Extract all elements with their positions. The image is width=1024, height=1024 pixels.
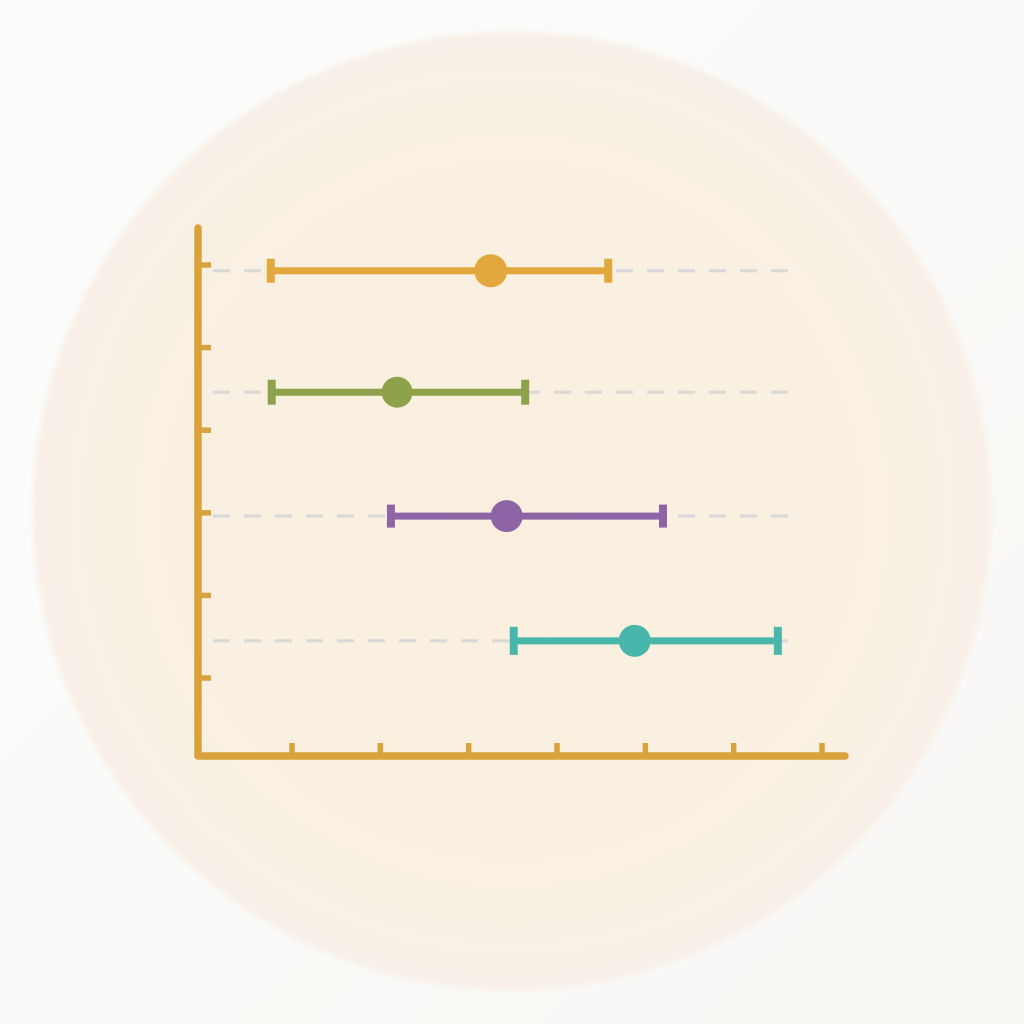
data-point-dot-row-3-purple xyxy=(490,500,523,533)
axes-line xyxy=(194,224,849,760)
data-point-dot-row-1-gold xyxy=(474,254,508,288)
data-point-dot-row-2-olive xyxy=(381,376,413,408)
data-point-dot-row-4-teal xyxy=(618,624,651,657)
